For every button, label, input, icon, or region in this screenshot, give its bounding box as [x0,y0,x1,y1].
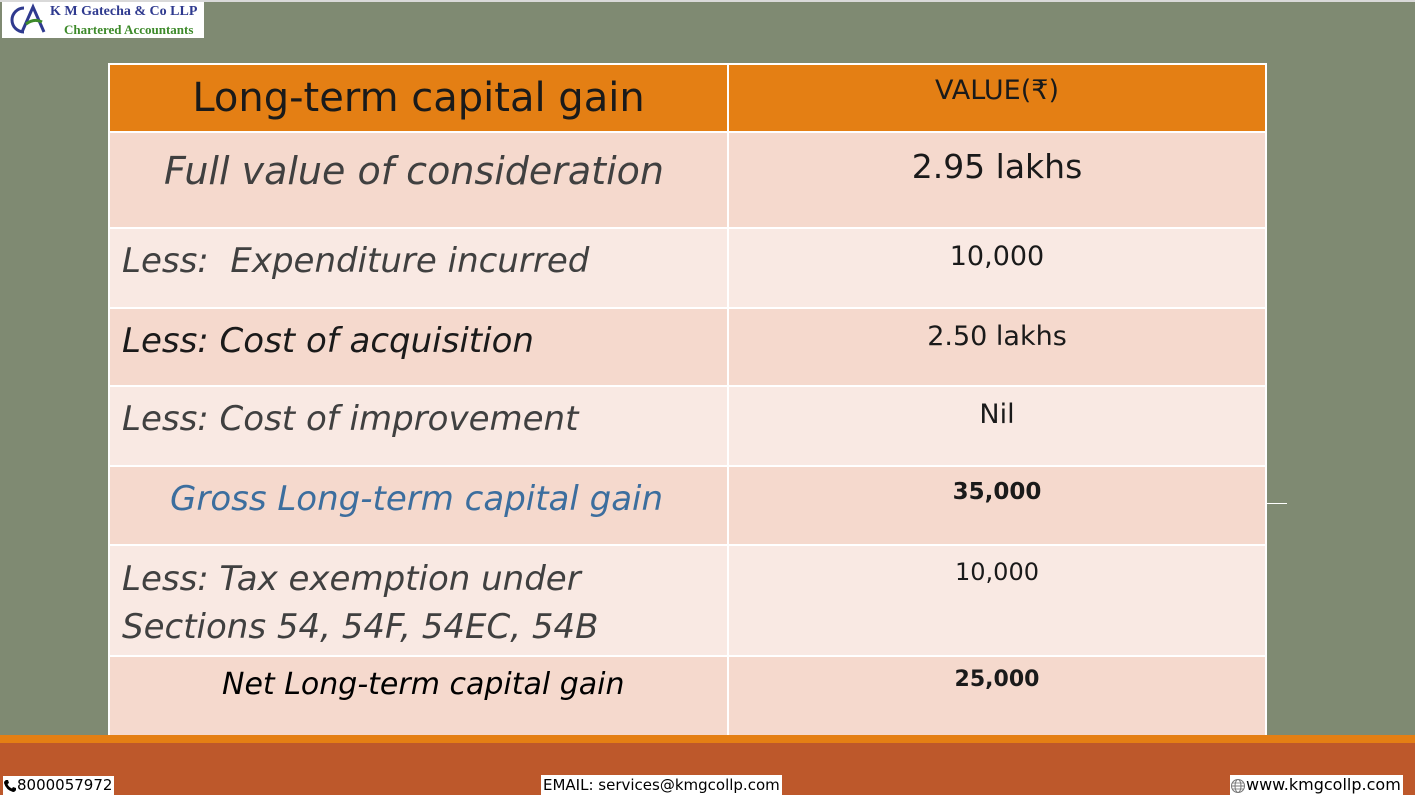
phone-icon [4,779,16,792]
company-logo: K M Gatecha & Co LLP Chartered Accountan… [2,2,204,38]
header-label: Long-term capital gain [108,63,729,133]
row-label: Gross Long-term capital gain [108,465,729,546]
capital-gain-table: Long-term capital gain VALUE(₹) Full val… [108,63,1267,743]
table-row: Less: Cost of improvement Nil [108,385,1267,467]
table-row: Less: Cost of acquisition 2.50 lakhs [108,307,1267,387]
table-row: Full value of consideration 2.95 lakhs [108,131,1267,229]
footer-email: EMAIL: services@kmgcollp.com [541,775,782,795]
table-row: Less: Tax exemption under Sections 54, 5… [108,544,1267,657]
table-row: Gross Long-term capital gain 35,000 [108,465,1267,546]
company-subtitle: Chartered Accountants [64,22,194,37]
row-label: Net Long-term capital gain [108,655,729,743]
header-value: VALUE(₹) [727,63,1267,133]
row-label-line: Sections 54, 54F, 54EC, 54B [122,607,599,647]
row-label: Less: Cost of acquisition [108,307,729,387]
side-divider [1265,503,1287,504]
footer-phone: 8000057972 [3,776,115,795]
row-label-line: Less: Tax exemption under [122,559,581,599]
phone-number: 8000057972 [17,776,113,794]
row-value: 35,000 [727,465,1267,546]
row-value: 10,000 [727,544,1267,657]
website-link[interactable]: www.kmgcollp.com [1246,775,1401,794]
row-value: 2.50 lakhs [727,307,1267,387]
row-label: Less: Cost of improvement [108,385,729,467]
table-row: Net Long-term capital gain 25,000 [108,655,1267,743]
footer-website: www.kmgcollp.com [1230,775,1403,795]
globe-icon [1231,778,1245,793]
row-value: Nil [727,385,1267,467]
ca-logo-icon [10,3,46,34]
row-label: Less: Expenditure incurred [108,227,729,309]
company-name: K M Gatecha & Co LLP [50,4,198,19]
row-value: 2.95 lakhs [727,131,1267,229]
row-label: Less: Tax exemption under Sections 54, 5… [108,544,729,657]
table-row: Less: Expenditure incurred 10,000 [108,227,1267,309]
table-header-row: Long-term capital gain VALUE(₹) [108,63,1267,133]
row-value: 10,000 [727,227,1267,309]
row-label: Full value of consideration [108,131,729,229]
row-value: 25,000 [727,655,1267,743]
footer-accent-bar [0,735,1415,743]
top-divider [0,0,1415,2]
